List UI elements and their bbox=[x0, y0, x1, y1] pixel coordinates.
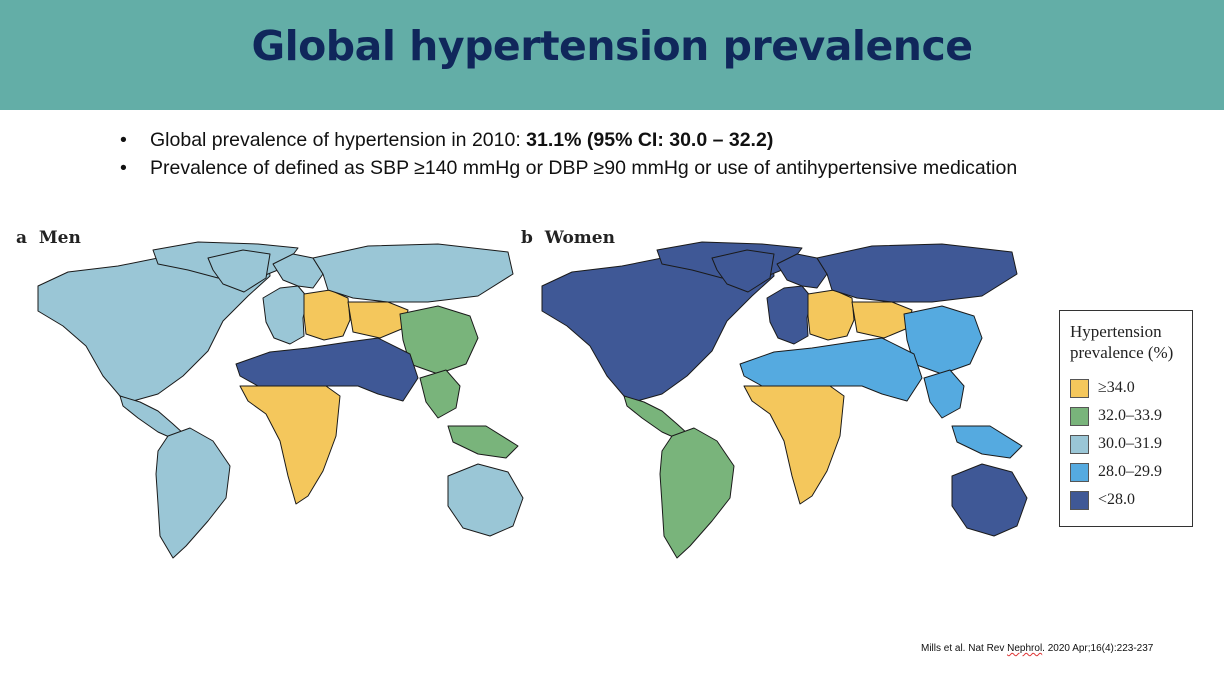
citation-text: . 2020 Apr;16(4):223-237 bbox=[1042, 643, 1154, 654]
panel-label-men: a Men bbox=[16, 228, 81, 248]
region-south-america bbox=[155, 427, 231, 559]
map-women bbox=[541, 241, 1028, 559]
legend-label: 32.0–33.9 bbox=[1098, 407, 1162, 424]
region-europe-east bbox=[807, 289, 855, 341]
legend-label: ≥34.0 bbox=[1098, 379, 1135, 396]
region-sub-saharan-africa bbox=[743, 385, 845, 505]
legend-item: 28.0–29.9 bbox=[1070, 461, 1188, 483]
panel-letter: a bbox=[16, 228, 28, 248]
legend-swatch bbox=[1070, 435, 1089, 454]
legend-item: <28.0 bbox=[1070, 489, 1188, 511]
region-china bbox=[399, 305, 479, 375]
region-central-asia bbox=[851, 301, 913, 339]
legend-title-line: prevalence (%) bbox=[1070, 343, 1174, 362]
bullet-item: • Prevalence of defined as SBP ≥140 mmHg… bbox=[120, 154, 1017, 182]
region-central-asia bbox=[347, 301, 409, 339]
bullet-glyph: • bbox=[120, 157, 127, 179]
legend-title: Hypertension prevalence (%) bbox=[1070, 321, 1190, 363]
bullet-list: • Global prevalence of hypertension in 2… bbox=[120, 126, 1017, 182]
citation-text: Mills et al. Nat Rev bbox=[921, 643, 1008, 654]
region-europe-west bbox=[776, 253, 828, 289]
region-north-america bbox=[207, 249, 271, 293]
legend-swatch bbox=[1070, 407, 1089, 426]
legend-label: <28.0 bbox=[1098, 491, 1136, 508]
panel-name: Women bbox=[544, 228, 615, 248]
citation-journal: Nephrol bbox=[1007, 643, 1043, 654]
bullet-item: • Global prevalence of hypertension in 2… bbox=[120, 126, 1017, 154]
legend: Hypertension prevalence (%) ≥34.0 32.0–3… bbox=[1059, 310, 1193, 527]
legend-label: 28.0–29.9 bbox=[1098, 463, 1162, 480]
legend-swatch bbox=[1070, 379, 1089, 398]
region-north-america bbox=[711, 249, 775, 293]
region-southeast-asia bbox=[419, 369, 461, 419]
region-china bbox=[903, 305, 983, 375]
bullet-bold-text: 31.1% (95% CI: 30.0 – 32.2) bbox=[526, 129, 774, 151]
region-australia bbox=[951, 463, 1028, 537]
bullet-glyph: • bbox=[120, 129, 127, 151]
region-south-america bbox=[659, 427, 735, 559]
region-australia bbox=[447, 463, 524, 537]
map-men bbox=[37, 241, 524, 559]
panel-label-women: b Women bbox=[521, 228, 615, 248]
region-russia bbox=[816, 243, 1018, 303]
title-banner: Global hypertension prevalence bbox=[0, 0, 1224, 110]
region-europe-west bbox=[272, 253, 324, 289]
region-europe-west bbox=[262, 285, 309, 345]
legend-item: 32.0–33.9 bbox=[1070, 405, 1188, 427]
legend-swatch bbox=[1070, 463, 1089, 482]
citation: Mills et al. Nat Rev Nephrol. 2020 Apr;1… bbox=[921, 643, 1153, 654]
region-southeast-asia bbox=[951, 425, 1023, 459]
legend-label: 30.0–31.9 bbox=[1098, 435, 1162, 452]
bullet-text: Global prevalence of hypertension in 201… bbox=[150, 129, 527, 151]
region-russia bbox=[312, 243, 514, 303]
bullet-text: Prevalence of defined as SBP ≥140 mmHg o… bbox=[150, 157, 1018, 179]
legend-title-line: Hypertension bbox=[1070, 322, 1162, 341]
legend-swatch bbox=[1070, 491, 1089, 510]
region-europe-east bbox=[303, 289, 351, 341]
legend-item: 30.0–31.9 bbox=[1070, 433, 1188, 455]
panel-name: Men bbox=[38, 228, 81, 248]
panel-letter: b bbox=[521, 228, 533, 248]
legend-item: ≥34.0 bbox=[1070, 377, 1188, 399]
region-sub-saharan-africa bbox=[239, 385, 341, 505]
region-europe-west bbox=[766, 285, 813, 345]
region-southeast-asia bbox=[923, 369, 965, 419]
page-title: Global hypertension prevalence bbox=[251, 22, 973, 70]
region-southeast-asia bbox=[447, 425, 519, 459]
